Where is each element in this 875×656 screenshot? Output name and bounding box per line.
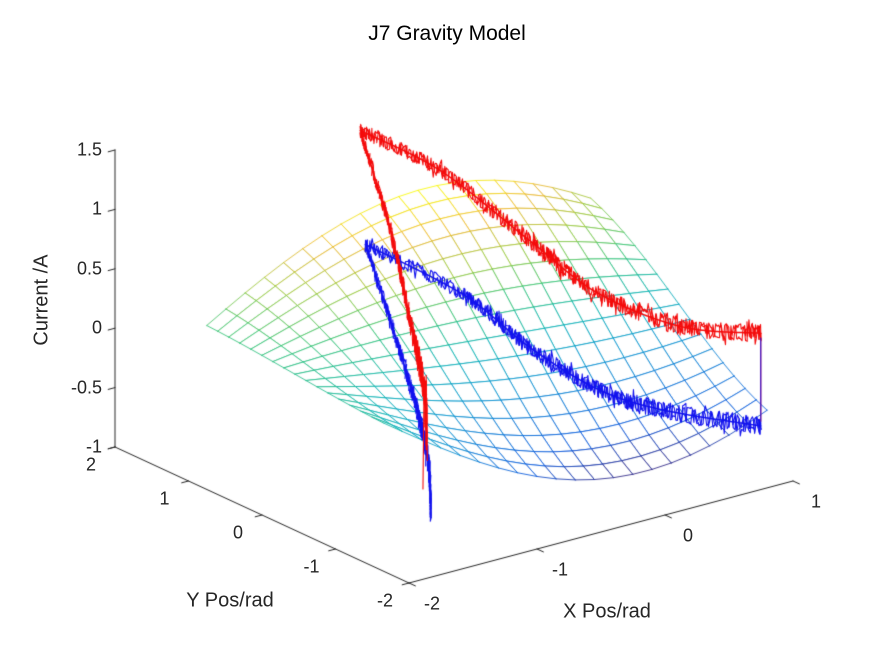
z-tick-label: -1 <box>85 436 102 457</box>
y-tick-label: 0 <box>232 522 244 543</box>
x-tick-label: -1 <box>551 559 569 580</box>
y-axis-label: Y Pos/rad <box>186 589 274 612</box>
y-tick-label: -1 <box>303 556 320 577</box>
z-tick-label: 1.5 <box>76 139 102 160</box>
z-tick-label: 0 <box>91 317 102 338</box>
y-tick-label: 2 <box>85 454 97 475</box>
z-tick-label: -0.5 <box>70 377 102 398</box>
x-tick-label: 0 <box>682 525 694 546</box>
z-axis-label: Current /A <box>30 254 53 346</box>
z-tick-label: 0.5 <box>76 258 102 279</box>
chart-title: J7 Gravity Model <box>368 22 526 45</box>
z-tick-label: 1 <box>91 198 102 219</box>
y-tick-label: -2 <box>376 590 394 611</box>
y-tick-label: 1 <box>159 488 170 509</box>
x-tick-label: 1 <box>810 491 822 512</box>
x-tick-label: -2 <box>423 593 441 614</box>
x-axis-label: X Pos/rad <box>563 600 651 623</box>
